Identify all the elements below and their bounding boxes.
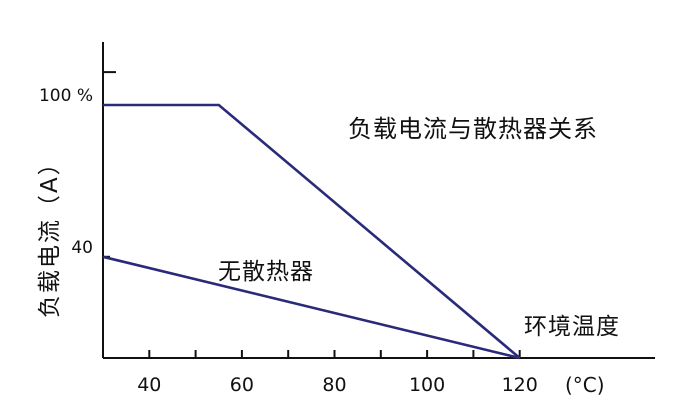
x-tick-label: 40	[137, 374, 161, 396]
x-axis-label: 环境温度	[524, 314, 620, 340]
chart-title: 负载电流与散热器关系	[348, 115, 598, 143]
x-axis-unit: (°C)	[565, 373, 605, 397]
x-tick-label: 60	[230, 374, 254, 396]
series-line-no-heatsink	[102, 255, 521, 360]
y-axis-label: 负载电流（A）	[37, 150, 63, 318]
y-tick-label: 100 %	[39, 86, 93, 106]
axes	[102, 42, 655, 359]
y-tick-label: 40	[71, 238, 93, 258]
x-tick-label: 100	[409, 374, 445, 396]
x-tick-label: 80	[322, 374, 346, 396]
ticks: 40 100 % 40 60 80 100 120	[39, 71, 538, 396]
x-tick-label: 120	[502, 374, 538, 396]
series-line-with-heatsink	[103, 103, 521, 359]
series-group	[102, 103, 521, 360]
annotation-no-heatsink: 无散热器	[218, 259, 314, 285]
